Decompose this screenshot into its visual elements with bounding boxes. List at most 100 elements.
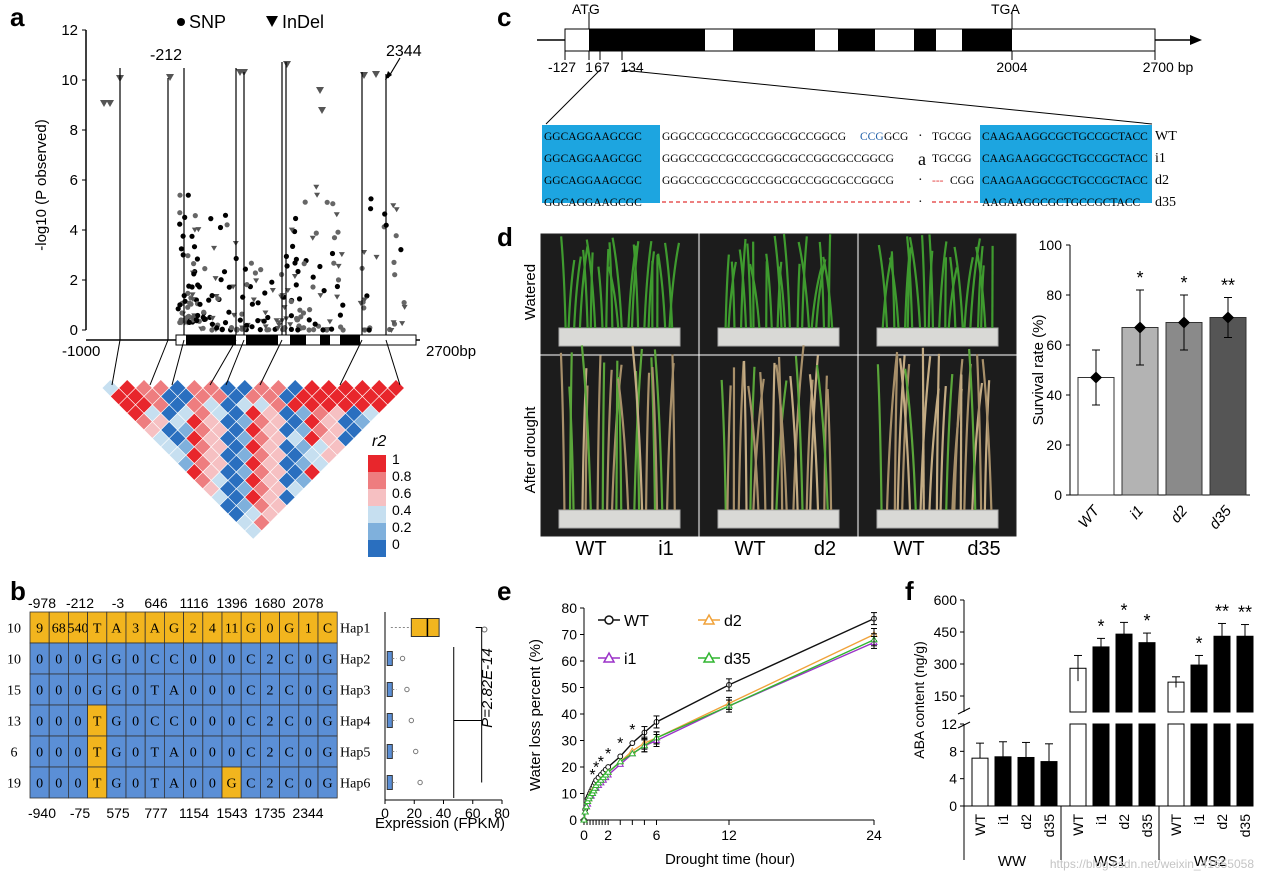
haplotype-cell-text: A xyxy=(169,746,180,761)
snp-point xyxy=(335,277,342,283)
r2-legend-tick: 0.4 xyxy=(392,502,412,518)
snp-point xyxy=(340,302,346,308)
seq-highlight: CAAGAAGGCGCTGCCGCTACC xyxy=(982,131,1148,143)
indel-point xyxy=(333,212,340,218)
legend-marker xyxy=(602,651,616,663)
watered-photo xyxy=(540,233,699,355)
water-loss-point xyxy=(580,816,588,823)
snp-point xyxy=(177,302,183,308)
snp-point xyxy=(186,313,192,319)
legend-marker xyxy=(604,615,614,625)
snp-point xyxy=(200,325,206,331)
haplotype-cell-text: T xyxy=(93,622,102,637)
snp-point xyxy=(302,199,308,205)
snp-point xyxy=(368,206,374,212)
indel-point xyxy=(399,321,406,327)
snp-point xyxy=(191,271,197,277)
haplotype-cell-text: C xyxy=(285,746,294,761)
snp-point xyxy=(239,311,245,317)
snp-point xyxy=(222,212,229,218)
gene-position-label: -127 xyxy=(548,59,576,75)
snp-point xyxy=(329,326,335,332)
haplotype-cell-text: 3 xyxy=(132,622,139,637)
r2-legend-tick: 0.6 xyxy=(392,485,412,501)
snp-point xyxy=(180,252,186,258)
snp-point xyxy=(340,327,346,333)
haplotype-cell-text: 0 xyxy=(55,684,62,699)
haplotype-name: Hap6 xyxy=(340,777,370,792)
snp-point xyxy=(177,210,183,216)
water-loss-ytick: 0 xyxy=(569,812,577,828)
aba-bar-lower xyxy=(1138,723,1156,807)
aba-xtick: d35 xyxy=(1041,814,1057,838)
snp-point xyxy=(392,272,398,278)
indel-point xyxy=(253,278,260,284)
snp-point xyxy=(197,301,203,307)
haplotype-cell-text: 0 xyxy=(75,777,82,792)
seq-highlight: CAAGAAGGCGCTGCCGCTACC xyxy=(982,153,1148,165)
survival-xtick: d35 xyxy=(1206,502,1236,533)
snp-point xyxy=(310,274,316,280)
haplotype-cell-text: G xyxy=(323,653,333,668)
aba-ytick: 450 xyxy=(934,624,958,640)
snp-point xyxy=(288,298,294,305)
water-loss-point xyxy=(629,740,636,747)
haplotype-cell-text: 0 xyxy=(305,715,312,730)
indel-point xyxy=(274,325,281,331)
indel-point xyxy=(361,297,368,303)
callout-2344: 2344 xyxy=(386,43,422,60)
haplotype-cell-text: T xyxy=(93,777,102,792)
aba-significance: * xyxy=(1097,616,1104,636)
haplotype-cell-text: T xyxy=(151,746,160,761)
indel-point xyxy=(390,320,397,326)
haplotype-cell-text: 11 xyxy=(225,622,238,637)
haplotype-cell-text: G xyxy=(92,653,102,668)
panel-label-d: d xyxy=(497,222,513,252)
aba-ytick: 300 xyxy=(934,656,958,672)
drought-photo xyxy=(540,345,699,537)
indel-point xyxy=(230,284,237,290)
indel-point xyxy=(372,71,380,78)
hap-position-bottom: 1543 xyxy=(216,805,247,821)
indel-point xyxy=(309,235,316,241)
haplotype-cell-text: 0 xyxy=(75,746,82,761)
haplotype-cell-text: 9 xyxy=(36,622,43,637)
haplotype-name: Hap3 xyxy=(340,684,370,699)
survival-mean-marker xyxy=(1178,316,1190,329)
snp-point xyxy=(193,317,199,323)
aba-bar-lower xyxy=(1190,723,1208,807)
aba-significance: ** xyxy=(1238,603,1252,623)
snp-point xyxy=(320,327,326,333)
snp-point xyxy=(391,259,397,265)
seq-mid-highlight: CCG xyxy=(860,131,884,143)
survival-ylabel: Survival rate (%) xyxy=(1030,315,1047,426)
haplotype-cell-text: G xyxy=(111,777,121,792)
water-loss-ytick: 30 xyxy=(561,733,577,749)
snp-point xyxy=(295,327,301,333)
r2-legend-tick: 0.8 xyxy=(392,468,412,484)
row-label-drought: After drought xyxy=(522,406,539,494)
panel-a-ytick: 6 xyxy=(70,172,78,189)
haplotype-cell-text: 0 xyxy=(190,684,197,699)
snp-point xyxy=(330,201,336,207)
snp-point xyxy=(257,327,263,333)
panel-b-haplotypes: -978 -212 -3 646 1116 1396 1680 2078 10 9 68 540 T A… xyxy=(7,595,510,832)
drought-photo xyxy=(858,347,1017,537)
hap-position-bottom: -940 xyxy=(28,805,56,821)
snp-point xyxy=(178,246,184,252)
aba-xtick: d2 xyxy=(1214,814,1230,830)
snp-point xyxy=(182,214,188,220)
seq-site: a xyxy=(918,149,926,169)
indel-point xyxy=(273,318,280,324)
haplotype-cell-text: G xyxy=(111,653,121,668)
snp-legend-marker xyxy=(177,18,185,26)
survival-ytick: 20 xyxy=(1046,437,1062,453)
snp-point xyxy=(261,318,267,324)
haplotype-cell xyxy=(317,766,338,799)
haplotype-cell-text: 0 xyxy=(75,684,82,699)
gene-start-label: -1000 xyxy=(62,343,100,360)
snp-point xyxy=(185,253,191,259)
haplotype-cell-text: G xyxy=(284,622,294,637)
snp-point xyxy=(297,307,303,313)
